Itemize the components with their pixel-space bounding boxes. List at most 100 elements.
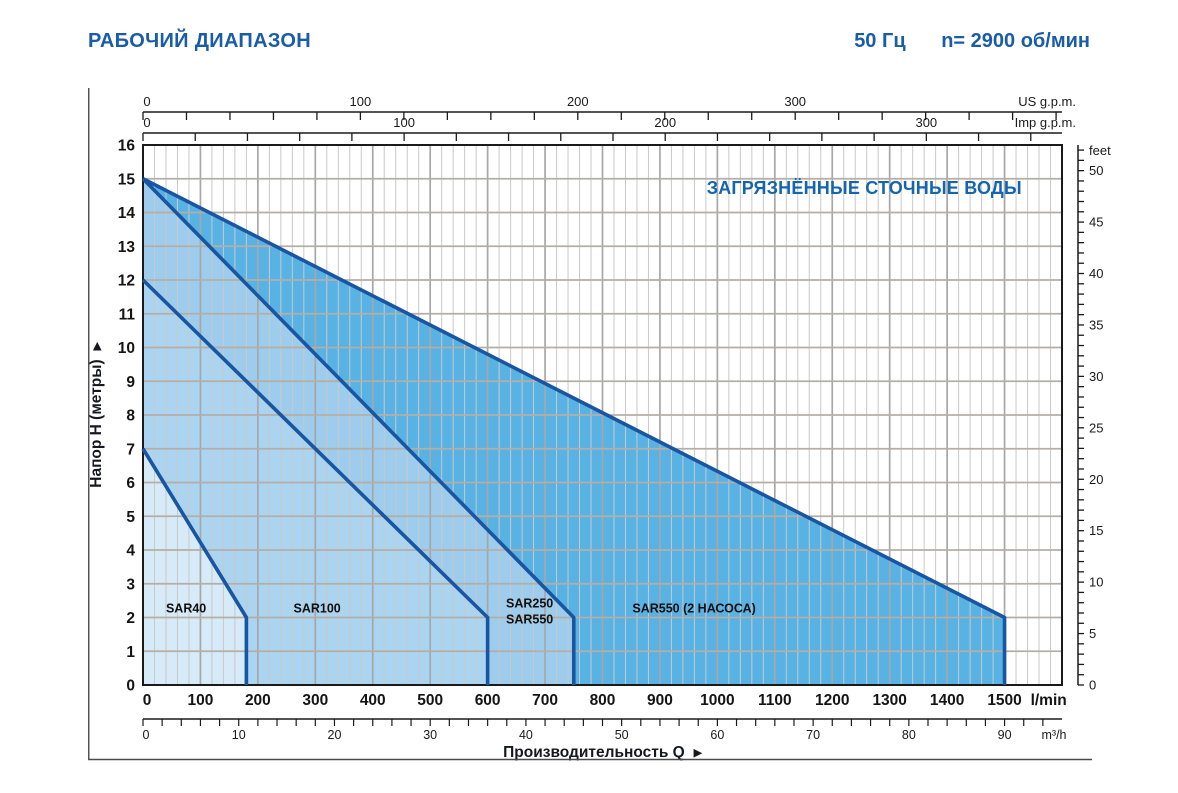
tick-label: 1100	[758, 692, 792, 709]
tick-label: 10	[1089, 575, 1103, 590]
tick-label: 80	[902, 728, 916, 742]
tick-label: 100	[393, 115, 415, 130]
speed-label: n= 2900 об/мин	[941, 30, 1090, 52]
tick-label: 300	[784, 94, 806, 109]
tick-label: 9	[126, 374, 135, 391]
frequency-label: 50 Гц	[854, 30, 906, 52]
region-labels: SAR40 SAR100 SAR250 SAR550 SAR550 (2 НАСОСА)	[166, 596, 756, 626]
tick-label: 0	[143, 692, 152, 709]
tick-label: 50	[1089, 163, 1103, 178]
inside-title: ЗАГРЯЗНЁННЫЕ СТОЧНЫЕ ВОДЫ	[707, 178, 1022, 198]
tick-label: 5	[1089, 626, 1096, 641]
tick-label: 800	[590, 692, 616, 709]
tick-label: 60	[710, 728, 724, 742]
y-axis-title: Напор H (метры)▶	[88, 341, 105, 487]
tick-label: 15	[118, 171, 136, 188]
tick-label: 300	[915, 115, 937, 130]
region-label-SAR250: SAR250	[506, 596, 553, 610]
tick-label: 1	[126, 644, 135, 661]
tick-label: 0	[143, 728, 150, 742]
tick-label: 5	[126, 509, 135, 526]
plot-border	[142, 144, 1063, 686]
tick-label: 100	[188, 692, 214, 709]
tick-label: 10	[232, 728, 246, 742]
unit-feet: feet	[1089, 143, 1111, 158]
tick-label: 0	[143, 115, 150, 130]
unit-us-gpm: US g.p.m.	[1018, 94, 1076, 109]
tick-label: 900	[647, 692, 673, 709]
tick-label: 2	[126, 610, 135, 627]
region-boundaries	[141, 177, 1007, 685]
tick-label: 11	[119, 306, 136, 323]
figure-border	[88, 88, 1092, 761]
tick-label: 500	[417, 692, 443, 709]
region-SAR40	[143, 448, 247, 685]
plot-grid	[143, 145, 1062, 685]
tick-label: 12	[118, 273, 135, 290]
boundary-SAR550-2-	[142, 177, 1007, 685]
tick-label: 20	[328, 728, 342, 742]
page-title: РАБОЧИЙ ДИАПАЗОН	[88, 30, 312, 52]
tick-label: 8	[126, 408, 135, 425]
tick-label: 10	[118, 340, 135, 357]
tick-label: 30	[1089, 369, 1103, 384]
tick-label: 600	[475, 692, 501, 709]
tick-label: 3	[126, 576, 135, 593]
boundary-SAR40	[141, 447, 249, 685]
unit-lmin: l/min	[1031, 692, 1067, 709]
tick-label: 16	[118, 138, 136, 155]
region-fills	[143, 178, 1005, 685]
boundary-SAR250-SAR550	[141, 177, 576, 685]
tick-label: 700	[532, 692, 558, 709]
lmin-axis: 0 100 200 300 400 500 600 700 800 900 1000 1100 1200…	[143, 692, 1067, 709]
tick-label: 1000	[700, 692, 734, 709]
tick-label: 90	[998, 728, 1012, 742]
region-label-SAR40: SAR40	[166, 601, 206, 615]
m3h-axis: 0 10 20 30 40 50 60 70 80 90 m³/h	[142, 718, 1067, 742]
tick-label: 7	[126, 441, 135, 458]
tick-label: 30	[423, 728, 437, 742]
boundary-SAR100	[141, 278, 490, 685]
tick-label: 100	[350, 94, 372, 109]
tick-label: 35	[1089, 317, 1103, 332]
tick-label: 40	[519, 728, 533, 742]
tick-label: 0	[143, 94, 150, 109]
tick-label: 45	[1089, 215, 1103, 230]
feet-axis: 0 5 10 15 20 25 30 35 40 45 50 feet	[1077, 143, 1111, 693]
operating-range-chart: SAR40 SAR100 SAR250 SAR550 SAR550 (2 НАСОСА)…	[88, 88, 1111, 761]
tick-label: 25	[1089, 420, 1103, 435]
region-label-SAR100: SAR100	[293, 601, 340, 615]
tick-label: 0	[126, 678, 135, 695]
tick-label: 40	[1089, 266, 1103, 281]
tick-label: 400	[360, 692, 386, 709]
tick-label: 1200	[815, 692, 849, 709]
wastewater-title: ЗАГРЯЗНЁННЫЕ СТОЧНЫЕ ВОДЫ	[707, 178, 1022, 198]
tick-label: 20	[1089, 472, 1103, 487]
tick-label: 1300	[872, 692, 906, 709]
tick-label: 13	[118, 239, 136, 256]
region-label-SAR550: SAR550	[506, 612, 553, 626]
tick-label: 50	[615, 728, 629, 742]
tick-label: 1500	[987, 692, 1021, 709]
imp-gpm-axis: 0 100 200 300 Imp g.p.m.	[142, 115, 1076, 141]
tick-label: 200	[654, 115, 676, 130]
tick-label: 300	[302, 692, 328, 709]
tick-label: 200	[567, 94, 589, 109]
tick-label: 6	[126, 475, 135, 492]
unit-imp-gpm: Imp g.p.m.	[1015, 115, 1076, 130]
unit-m3h: m³/h	[1042, 728, 1067, 742]
header-conditions: 50 Гц n= 2900 об/мин	[854, 30, 1090, 53]
x-axis-title: Производительность Q ▶	[503, 744, 703, 761]
region-label-SAR550-2-: SAR550 (2 НАСОСА)	[632, 601, 755, 615]
tick-label: 0	[1089, 678, 1096, 693]
tick-label: 15	[1089, 523, 1103, 538]
tick-label: 70	[806, 728, 820, 742]
tick-label: 14	[118, 205, 136, 222]
us-gpm-axis: 0 100 200 300 US g.p.m.	[142, 94, 1076, 120]
tick-label: 200	[245, 692, 271, 709]
tick-label: 4	[126, 543, 135, 560]
tick-label: 1400	[930, 692, 964, 709]
axis-titles: Производительность Q ▶ Напор H (метры)▶	[88, 341, 703, 761]
